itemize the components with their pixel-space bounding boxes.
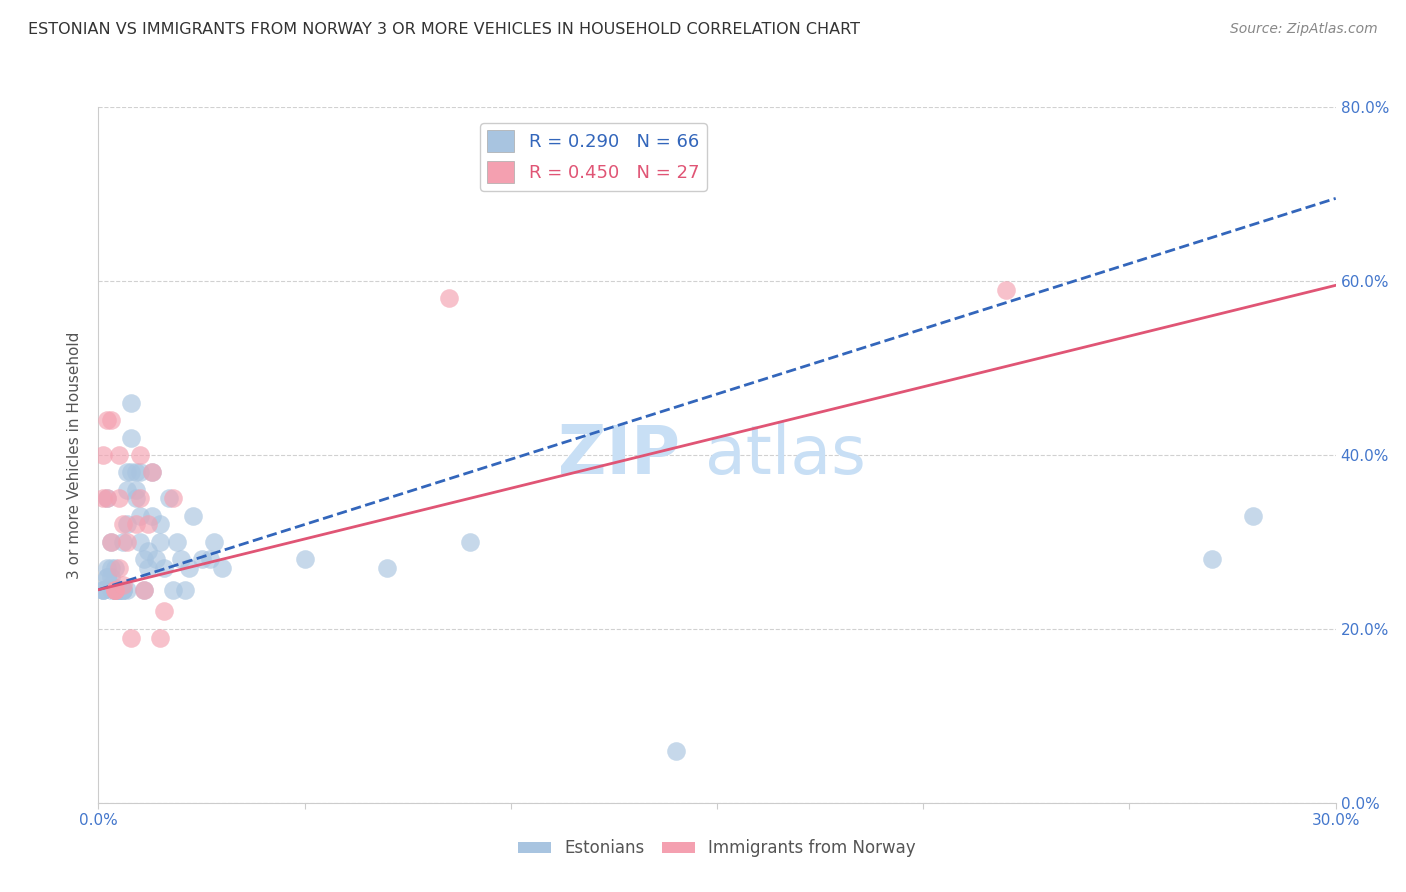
Point: [149, 534, 172, 549]
Point: [104, 582, 127, 597]
Point: [294, 552, 316, 566]
Point: [96, 570, 118, 584]
Legend: Estonians, Immigrants from Norway: Estonians, Immigrants from Norway: [512, 833, 922, 864]
Point: [100, 534, 122, 549]
Point: [124, 517, 146, 532]
Point: [91, 448, 114, 462]
Point: [96, 561, 118, 575]
Point: [179, 561, 201, 575]
Point: [96, 491, 118, 506]
Point: [157, 491, 180, 506]
Point: [994, 283, 1017, 297]
Point: [136, 543, 159, 558]
Point: [100, 578, 122, 592]
Point: [91, 582, 114, 597]
Point: [211, 561, 233, 575]
Point: [91, 582, 114, 597]
Point: [124, 483, 146, 497]
Point: [149, 517, 172, 532]
Point: [145, 552, 167, 566]
Point: [174, 582, 197, 597]
Point: [117, 483, 139, 497]
Point: [104, 582, 127, 597]
Point: [132, 582, 155, 597]
Point: [112, 582, 135, 597]
Text: ZIP: ZIP: [558, 422, 681, 488]
Point: [100, 582, 122, 597]
Point: [104, 582, 127, 597]
Point: [100, 534, 122, 549]
Point: [104, 582, 127, 597]
Point: [112, 534, 135, 549]
Point: [104, 582, 127, 597]
Point: [162, 582, 184, 597]
Point: [120, 466, 142, 480]
Text: ESTONIAN VS IMMIGRANTS FROM NORWAY 3 OR MORE VEHICLES IN HOUSEHOLD CORRELATION C: ESTONIAN VS IMMIGRANTS FROM NORWAY 3 OR …: [28, 22, 860, 37]
Point: [96, 413, 118, 427]
Point: [108, 491, 131, 506]
Point: [132, 582, 155, 597]
Point: [202, 534, 225, 549]
Point: [104, 582, 127, 597]
Point: [128, 491, 150, 506]
Point: [108, 582, 131, 597]
Point: [149, 631, 172, 645]
Point: [437, 291, 460, 305]
Point: [112, 517, 135, 532]
Point: [128, 534, 150, 549]
Point: [108, 561, 131, 575]
Point: [91, 582, 114, 597]
Y-axis label: 3 or more Vehicles in Household: 3 or more Vehicles in Household: [67, 331, 83, 579]
Point: [1241, 508, 1264, 523]
Point: [170, 552, 193, 566]
Point: [198, 552, 221, 566]
Point: [136, 561, 159, 575]
Point: [100, 570, 122, 584]
Point: [458, 534, 481, 549]
Point: [132, 552, 155, 566]
Point: [124, 491, 146, 506]
Point: [141, 466, 163, 480]
Point: [375, 561, 398, 575]
Point: [108, 582, 131, 597]
Point: [117, 534, 139, 549]
Point: [117, 466, 139, 480]
Point: [665, 744, 688, 758]
Point: [136, 517, 159, 532]
Point: [104, 582, 127, 597]
Point: [120, 396, 142, 410]
Point: [141, 508, 163, 523]
Point: [108, 582, 131, 597]
Text: atlas: atlas: [704, 422, 866, 488]
Point: [162, 491, 184, 506]
Point: [1201, 552, 1223, 566]
Point: [117, 582, 139, 597]
Point: [141, 466, 163, 480]
Point: [100, 561, 122, 575]
Point: [96, 570, 118, 584]
Point: [91, 491, 114, 506]
Text: Source: ZipAtlas.com: Source: ZipAtlas.com: [1230, 22, 1378, 37]
Point: [190, 552, 212, 566]
Point: [108, 448, 131, 462]
Point: [153, 561, 176, 575]
Point: [117, 517, 139, 532]
Point: [120, 631, 142, 645]
Point: [181, 508, 204, 523]
Point: [108, 582, 131, 597]
Point: [166, 534, 188, 549]
Point: [128, 508, 150, 523]
Point: [112, 582, 135, 597]
Point: [108, 582, 131, 597]
Point: [128, 448, 150, 462]
Point: [112, 578, 135, 592]
Point: [153, 605, 176, 619]
Point: [96, 491, 118, 506]
Point: [128, 466, 150, 480]
Point: [112, 582, 135, 597]
Point: [120, 431, 142, 445]
Point: [124, 466, 146, 480]
Point: [100, 413, 122, 427]
Point: [104, 561, 127, 575]
